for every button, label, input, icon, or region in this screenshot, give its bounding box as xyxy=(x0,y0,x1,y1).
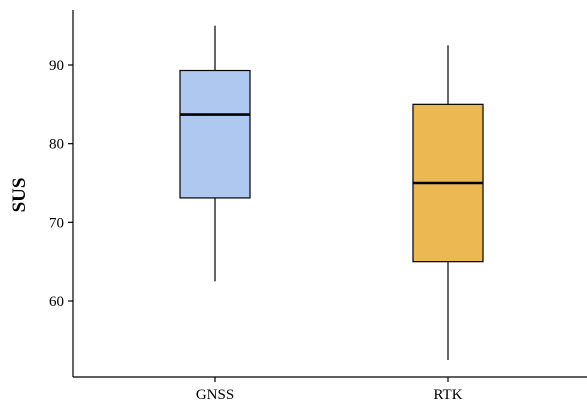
y-tick-label: 90 xyxy=(49,58,64,74)
y-axis-title: SUS xyxy=(9,178,30,213)
y-tick-label: 70 xyxy=(49,215,64,231)
x-tick-label: RTK xyxy=(433,387,462,403)
y-tick-label: 60 xyxy=(49,294,64,310)
x-axis-ticks: GNSS RTK xyxy=(196,377,463,403)
iqr-box xyxy=(179,69,251,199)
x-tick-label: GNSS xyxy=(196,387,234,403)
plot-area xyxy=(179,25,484,360)
box-gnss xyxy=(179,25,251,282)
box-rtk xyxy=(412,45,484,360)
y-axis-ticks: 60 70 80 90 xyxy=(49,58,73,310)
y-tick-label: 80 xyxy=(49,137,64,153)
